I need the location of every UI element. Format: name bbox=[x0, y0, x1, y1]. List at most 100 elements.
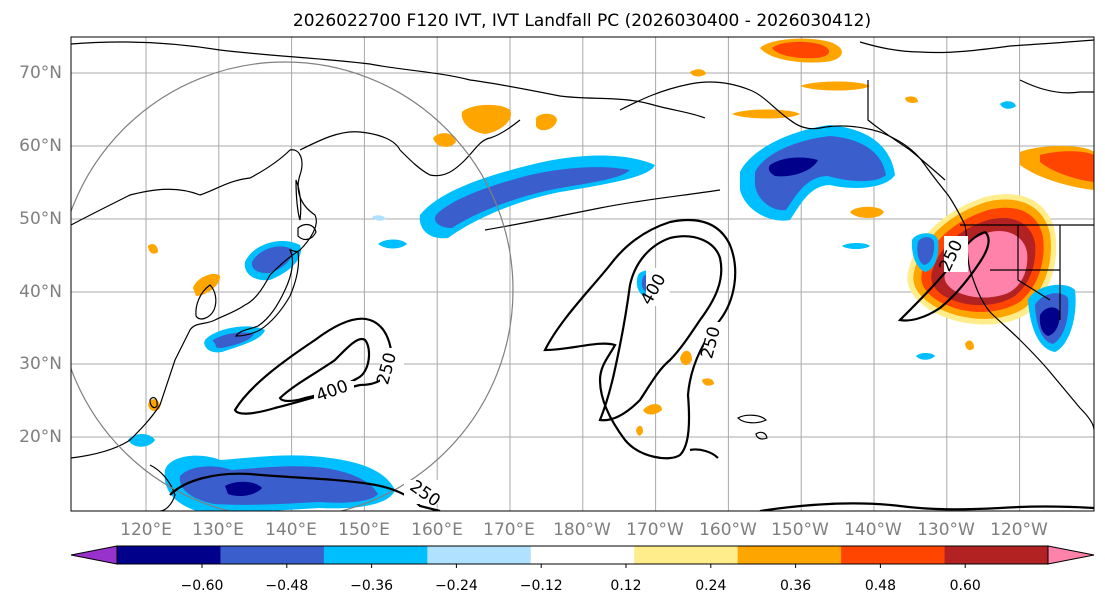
positive-fill-east-asia bbox=[193, 273, 221, 296]
negative-fill-south-china-sea bbox=[128, 434, 155, 447]
coastline-siberia-north bbox=[71, 41, 706, 119]
colorbar-tick-label: −0.12 bbox=[520, 578, 563, 594]
negative-fill-aleutian-small bbox=[378, 239, 407, 249]
negative-fill-gulf-alaska-core bbox=[768, 157, 818, 177]
border-canada-alaska bbox=[867, 80, 946, 181]
contour-label-backing bbox=[646, 268, 670, 306]
negative-fill-south-japan-core bbox=[211, 332, 254, 348]
lon-label-120w: 120°W bbox=[990, 520, 1048, 540]
figure-title: 2026022700 F120 IVT, IVT Landfall PC (20… bbox=[293, 11, 871, 31]
coastline-taiwan bbox=[149, 396, 158, 409]
positive-fill-kamchatka bbox=[536, 113, 557, 131]
map-frame bbox=[70, 36, 1095, 512]
coastline-okhotsk bbox=[299, 131, 401, 151]
latitude-labels: 70°N 60°N 50°N 40°N 30°N 20°N bbox=[19, 63, 62, 447]
colorbar: −0.60 −0.48 −0.36 −0.24 −0.12 0.12 0.24 0.36 0.4… bbox=[70, 545, 1095, 594]
negative-fill-tropics-core bbox=[225, 481, 262, 496]
lon-label-150e: 150°E bbox=[338, 520, 390, 540]
colorbar-tick-label: −0.60 bbox=[181, 578, 224, 594]
positive-fill-alaska-north-core bbox=[772, 41, 830, 59]
colorbar-cell bbox=[117, 546, 221, 564]
colorbar-tick-label: 0.24 bbox=[695, 578, 726, 594]
negative-fill-yellow-sea bbox=[204, 340, 216, 350]
lon-label-180w: 180°W bbox=[553, 520, 611, 540]
negative-fill-offshore-small-b bbox=[916, 353, 935, 360]
colorbar-cell bbox=[841, 546, 946, 564]
colorbar-extend-high bbox=[1047, 545, 1095, 565]
range-circle bbox=[71, 61, 514, 511]
coastline-sakhalin bbox=[295, 179, 302, 221]
colorbar-extend-low bbox=[70, 545, 118, 565]
lat-label-60n: 60°N bbox=[19, 136, 62, 156]
ivt-contours bbox=[169, 218, 1094, 511]
gridlines bbox=[71, 37, 1094, 511]
lat-label-70n: 70°N bbox=[19, 63, 62, 83]
coastline-alaska bbox=[619, 81, 966, 226]
lon-label-170e: 170°E bbox=[483, 520, 535, 540]
positive-fill-manchuria bbox=[148, 244, 158, 254]
positive-fill-mid-pacific-a bbox=[680, 350, 692, 366]
contour-label-backing bbox=[314, 381, 354, 401]
coastline-kamchatka bbox=[399, 119, 521, 177]
lon-label-160e: 160°E bbox=[411, 520, 463, 540]
negative-fill-siberia-small bbox=[372, 215, 386, 221]
longitude-labels: 120°E 130°E 140°E 150°E 160°E 170°E 180°… bbox=[120, 520, 1048, 540]
coastline-canada-archipelago bbox=[859, 39, 1094, 54]
colorbar-tick-label: 0.60 bbox=[950, 578, 981, 594]
ivt-400-contour-west bbox=[278, 337, 371, 403]
lon-label-130w: 130°W bbox=[917, 520, 975, 540]
positive-fill-oregon bbox=[965, 340, 974, 351]
contour-label-backing bbox=[704, 322, 728, 360]
contour-label-backing bbox=[380, 348, 404, 388]
positive-fill-mid-pacific-b bbox=[643, 404, 662, 415]
lat-label-30n: 30°N bbox=[19, 354, 62, 374]
coastline-hudson bbox=[1019, 79, 1094, 94]
coastline-west-america bbox=[964, 224, 1094, 431]
positive-fill-bc-offshore bbox=[850, 206, 884, 218]
negative-fill-bc-north bbox=[1000, 101, 1016, 109]
map-panel: 400 250 400 250 250 250 bbox=[70, 36, 1095, 512]
negative-fill-offshore-small-a bbox=[842, 243, 870, 249]
ivt-250-contour-coast bbox=[897, 230, 990, 322]
coastline-philippines bbox=[149, 464, 176, 511]
lon-label-160w: 160°W bbox=[699, 520, 757, 540]
negative-fill-gulf-alaska-mid bbox=[755, 136, 886, 211]
colorbar-tick-label: 0.48 bbox=[865, 578, 896, 594]
negative-anomaly-fills bbox=[128, 101, 1076, 511]
lon-label-170w: 170°W bbox=[626, 520, 684, 540]
colorbar-cell bbox=[634, 546, 739, 564]
coastline-japan bbox=[234, 249, 300, 337]
lon-label-130e: 130°E bbox=[192, 520, 244, 540]
ivt-400-contour-central bbox=[598, 235, 723, 422]
positive-fill-gulf-strip bbox=[732, 109, 800, 119]
positive-fill-arctic-strip bbox=[800, 81, 870, 91]
contour-label-backing bbox=[404, 480, 442, 504]
colorbar-cell bbox=[427, 546, 532, 564]
ivt-250-contour-tropics bbox=[169, 472, 441, 511]
negative-fill-north-pacific-band-core bbox=[434, 167, 630, 228]
colorbar-tick-label: 0.36 bbox=[780, 578, 811, 594]
coastline-hawaii-a bbox=[737, 414, 768, 424]
coastline-korea bbox=[195, 284, 217, 320]
coastline-asia bbox=[71, 149, 317, 459]
positive-fill-mid-pacific-c bbox=[702, 378, 714, 386]
colorbar-cell bbox=[323, 546, 428, 564]
negative-fill-bc-coast-core bbox=[917, 237, 935, 265]
negative-fill-japan-sea-core bbox=[251, 246, 293, 274]
border-us-states bbox=[990, 225, 1061, 320]
lon-label-140w: 140°W bbox=[844, 520, 902, 540]
contour-label-backing bbox=[944, 236, 968, 272]
colorbar-tick-label: −0.48 bbox=[265, 578, 308, 594]
coastline-hawaii-b bbox=[755, 431, 768, 440]
positive-fill-yukon bbox=[690, 69, 706, 77]
positive-anomaly-fills bbox=[148, 38, 1094, 436]
positive-fill-canada-east-core bbox=[1040, 151, 1094, 182]
colorbar-tick-label: 0.12 bbox=[610, 578, 641, 594]
colorbar-tick-label: −0.36 bbox=[350, 578, 393, 594]
coastline-aleutians bbox=[484, 189, 721, 231]
positive-fill-bc-inland bbox=[905, 96, 918, 103]
ivt-250-contour-hawaii bbox=[689, 448, 719, 459]
colorbar-cell bbox=[944, 546, 1049, 564]
lat-label-40n: 40°N bbox=[19, 282, 62, 302]
lat-label-20n: 20°N bbox=[19, 427, 62, 447]
